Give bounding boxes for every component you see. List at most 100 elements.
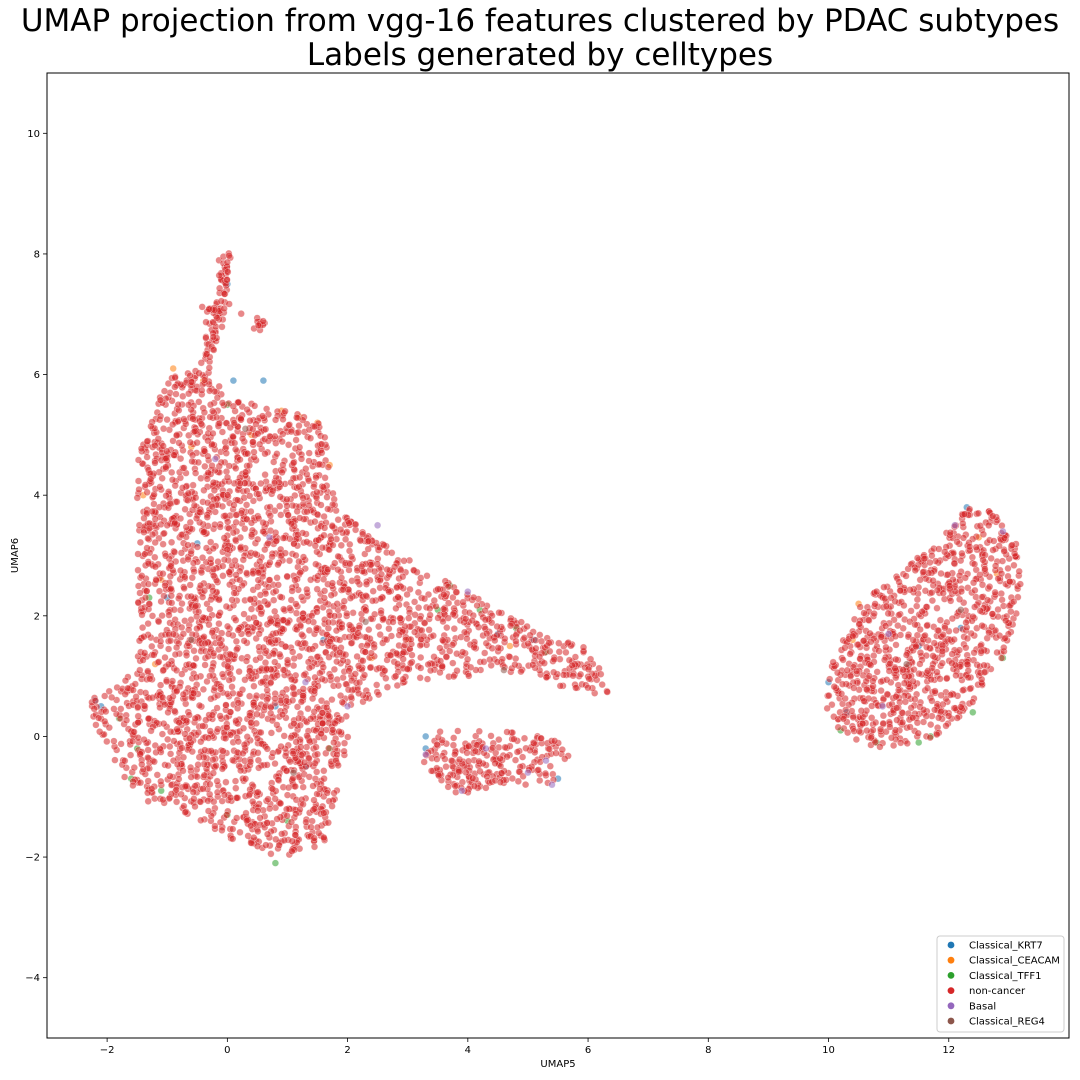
data-point [210, 495, 218, 504]
data-point [266, 512, 274, 520]
data-point [1002, 616, 1010, 625]
data-point [184, 489, 193, 497]
data-point [259, 527, 267, 536]
data-point [463, 635, 471, 643]
data-point [487, 732, 495, 740]
data-point [293, 507, 301, 516]
data-point [226, 651, 235, 659]
data-point [129, 781, 137, 790]
data-point [185, 431, 193, 440]
data-point [395, 631, 403, 639]
data-point [853, 667, 861, 675]
data-point [913, 602, 921, 610]
data-point [262, 841, 270, 849]
data-point [279, 461, 287, 469]
data-point [400, 557, 408, 565]
data-point [201, 462, 209, 471]
data-point [254, 807, 262, 815]
data-point [210, 346, 218, 354]
data-point [192, 673, 201, 681]
data-point [193, 439, 201, 447]
data-point [295, 557, 303, 566]
data-point [134, 718, 142, 727]
data-point [291, 576, 299, 584]
data-point [294, 714, 303, 723]
data-point [273, 721, 281, 729]
data-point [249, 438, 257, 446]
data-point [868, 702, 876, 710]
data-point [246, 711, 254, 720]
data-point [334, 516, 342, 524]
data-point [947, 597, 955, 605]
data-point [319, 483, 328, 491]
data-point [446, 647, 454, 655]
data-point [998, 557, 1007, 565]
data-point [289, 661, 298, 670]
data-point [839, 656, 847, 664]
data-point [253, 842, 262, 850]
data-point [414, 604, 423, 612]
data-point [137, 444, 146, 453]
data-point [961, 574, 969, 582]
data-point [176, 454, 185, 463]
data-point [866, 629, 874, 638]
data-point [245, 461, 254, 470]
data-point [225, 630, 233, 638]
data-point [167, 538, 176, 546]
data-point [270, 458, 278, 466]
data-point [191, 714, 199, 723]
data-point [215, 382, 223, 391]
data-point [261, 425, 270, 433]
data-point [410, 598, 419, 606]
data-point [374, 690, 383, 699]
data-point [206, 387, 214, 395]
data-point [279, 534, 287, 542]
data-point [133, 494, 141, 502]
data-point [241, 775, 250, 783]
data-point [237, 414, 245, 423]
data-point [334, 566, 342, 574]
data-point [110, 737, 118, 745]
data-point [144, 753, 152, 762]
data-point [141, 481, 150, 489]
data-point [556, 682, 564, 690]
data-point [449, 659, 457, 667]
data-point [919, 568, 927, 576]
data-point [844, 728, 852, 737]
data-point [243, 569, 251, 577]
data-point [919, 706, 928, 714]
data-point [541, 769, 550, 778]
data-point [289, 459, 298, 467]
data-point [915, 738, 923, 747]
data-point [188, 574, 196, 582]
data-point [225, 252, 233, 260]
data-point [518, 753, 527, 761]
data-point [990, 537, 998, 545]
data-point [411, 628, 419, 636]
data-point [140, 702, 148, 710]
data-point [320, 594, 328, 602]
data-point [906, 586, 914, 594]
data-point [295, 483, 303, 491]
data-point [957, 556, 965, 565]
data-point [216, 712, 224, 720]
data-point [843, 666, 851, 674]
data-point [174, 401, 182, 409]
data-point [157, 520, 165, 529]
data-point [156, 745, 164, 753]
data-point [943, 674, 951, 683]
data-point [290, 654, 298, 663]
data-point [365, 625, 373, 634]
data-point [172, 390, 180, 398]
legend-marker [947, 1002, 955, 1010]
data-point [495, 609, 503, 617]
data-point [310, 834, 318, 842]
data-point [204, 469, 212, 477]
data-point [254, 321, 263, 330]
data-point [434, 585, 442, 593]
data-point [155, 658, 163, 666]
data-point [359, 657, 367, 665]
data-point [334, 552, 342, 561]
data-point [955, 646, 964, 654]
